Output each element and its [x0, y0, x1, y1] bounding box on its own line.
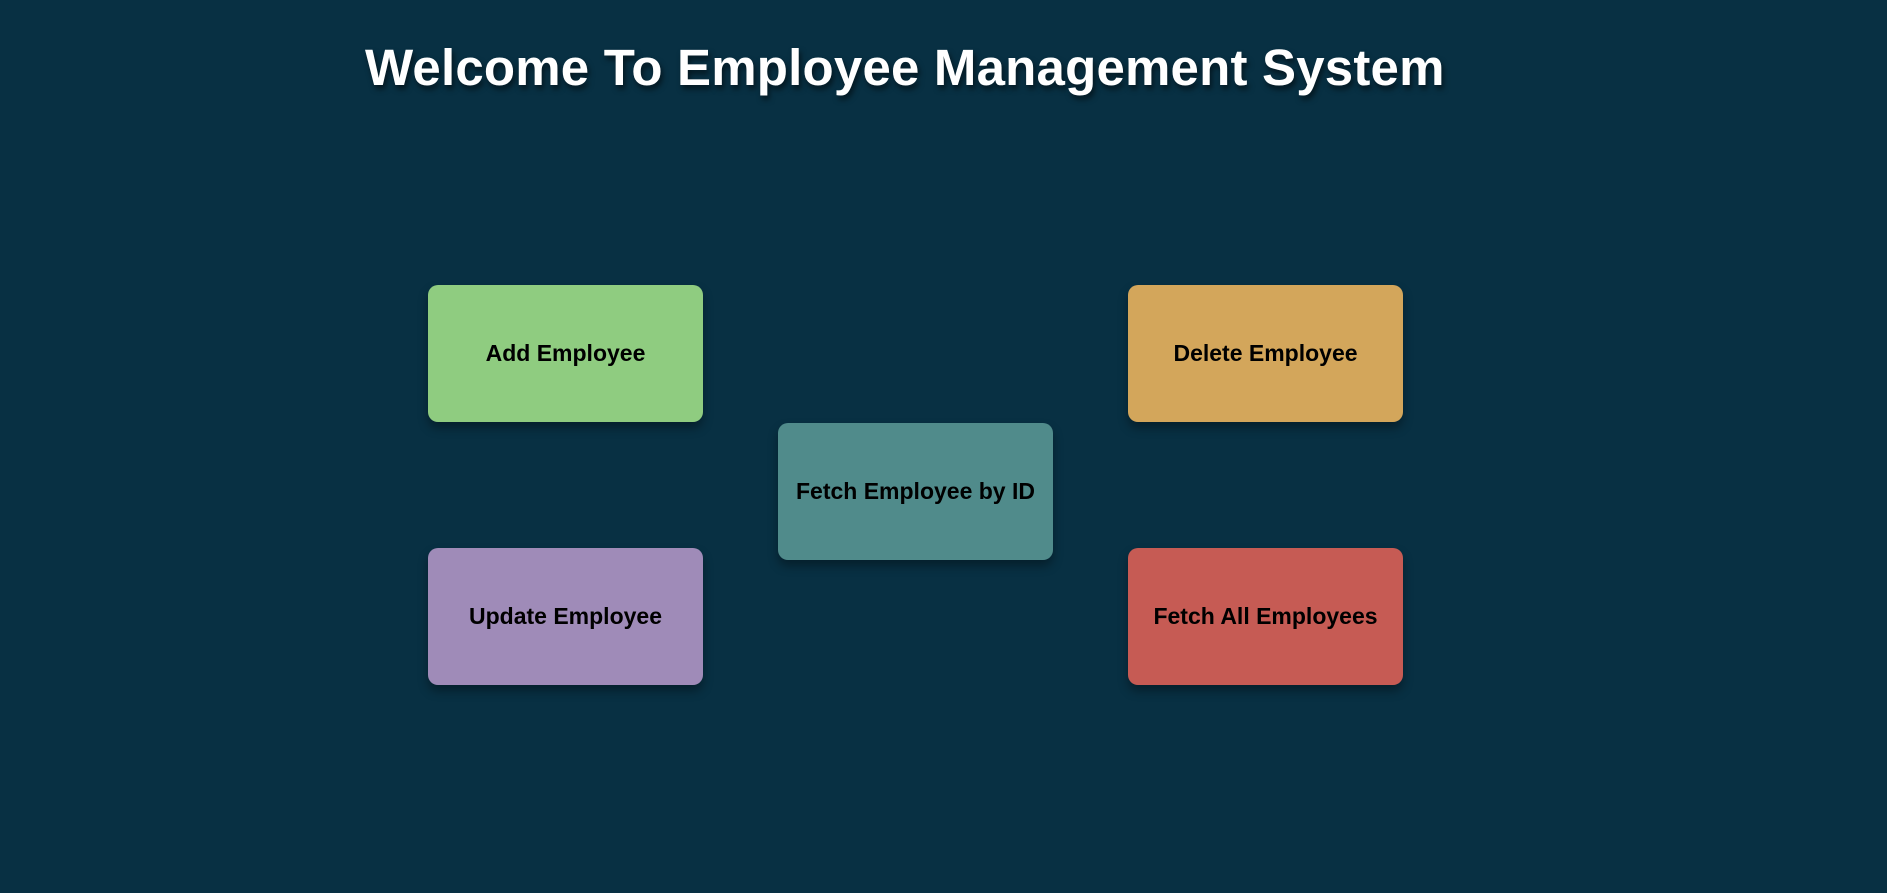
- delete-employee-label: Delete Employee: [1173, 340, 1358, 366]
- update-employee-button[interactable]: Update Employee: [428, 548, 703, 685]
- add-employee-label: Add Employee: [485, 340, 646, 366]
- fetch-employee-by-id-label: Fetch Employee by ID: [795, 478, 1035, 504]
- fetch-all-employees-label: Fetch All Employees: [1153, 603, 1378, 629]
- fetch-all-employees-button[interactable]: Fetch All Employees: [1128, 548, 1403, 685]
- fetch-employee-by-id-button[interactable]: Fetch Employee by ID: [778, 423, 1053, 560]
- page-title: Welcome To Employee Management System: [365, 39, 1445, 96]
- add-employee-button[interactable]: Add Employee: [428, 285, 703, 422]
- delete-employee-button[interactable]: Delete Employee: [1128, 285, 1403, 422]
- update-employee-label: Update Employee: [469, 603, 662, 629]
